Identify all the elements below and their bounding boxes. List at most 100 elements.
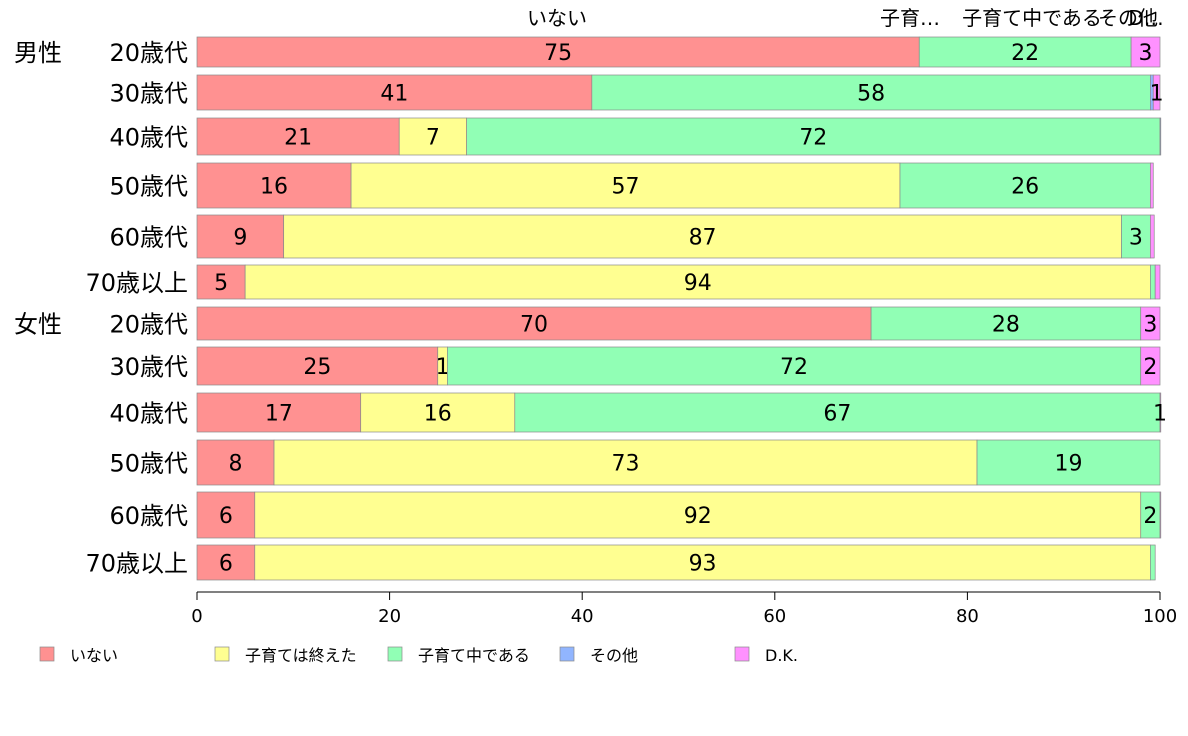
x-axis: 0 20 40 60 80 100 [191, 591, 1177, 627]
category-label: 40歳代 [109, 400, 188, 428]
bar-segment [918, 36, 1132, 68]
bar-segment [976, 439, 1161, 486]
bar-segment [196, 392, 362, 433]
data-label: 1 [436, 355, 450, 380]
category-label: 60歳代 [109, 502, 188, 530]
bar-segment [196, 36, 920, 68]
data-label: 26 [1011, 175, 1039, 200]
category-label: 70歳以上 [85, 269, 188, 297]
bar-segment [196, 544, 256, 581]
x-tick-label: 60 [763, 606, 786, 627]
bar-segment [591, 74, 1151, 111]
bar-segment [1150, 162, 1154, 209]
bar-segment [514, 392, 1161, 433]
bar-segment [899, 162, 1151, 209]
data-label: 92 [684, 504, 712, 529]
data-label: 2 [1143, 504, 1157, 529]
bar-segment [196, 439, 275, 486]
bar-segment [196, 117, 400, 156]
data-label: 22 [1011, 41, 1039, 66]
category-label: 40歳代 [109, 124, 188, 152]
data-label: 93 [689, 552, 717, 577]
category-label: 20歳代 [109, 311, 188, 339]
category-label: 30歳代 [109, 353, 188, 381]
data-label: 9 [233, 226, 247, 251]
data-label: 16 [260, 175, 288, 200]
legend-swatch [39, 646, 55, 662]
bar-segment [1140, 346, 1161, 386]
bar-segment [466, 117, 1161, 156]
bar-segment [244, 264, 1151, 300]
bar-segment [1159, 117, 1162, 156]
bar-segment [1150, 264, 1156, 300]
group-label: 男性 [14, 39, 62, 67]
category-label: 60歳代 [109, 224, 188, 252]
data-label: 70 [520, 313, 548, 338]
data-label: 72 [799, 126, 827, 151]
x-tick-label: 40 [571, 606, 594, 627]
bar-segment [196, 491, 256, 539]
bar-segment [350, 162, 901, 209]
category-labels: 20歳代 30歳代 40歳代 50歳代 60歳代 70歳以上 20歳代 30歳代 40歳代 50歳… [14, 39, 188, 578]
data-label: 5 [214, 271, 228, 296]
category-label: 70歳以上 [85, 550, 188, 578]
data-label: 67 [823, 402, 851, 427]
data-label: 6 [219, 504, 233, 529]
bar-segment [1159, 392, 1162, 433]
data-label: 41 [380, 82, 408, 107]
bar-segment [1152, 74, 1161, 111]
bar-segment [254, 544, 1151, 581]
category-label: 20歳代 [109, 39, 188, 67]
top-series-label: いない [527, 6, 587, 30]
data-label: 72 [780, 355, 808, 380]
top-series-label: 子育て中である [962, 6, 1102, 30]
data-label: 1 [1150, 82, 1164, 107]
legend-label: D.K. [765, 646, 798, 665]
legend-label: 子育て中である [418, 646, 530, 665]
bar-segment [196, 306, 872, 341]
category-label: 30歳代 [109, 80, 188, 108]
data-label: 25 [303, 355, 331, 380]
bar-segment [1121, 214, 1151, 259]
data-label: 6 [219, 552, 233, 577]
data-label: 17 [265, 402, 293, 427]
data-label: 28 [992, 313, 1020, 338]
legend-label: 子育ては終えた [245, 646, 357, 665]
x-tick-label: 20 [378, 606, 401, 627]
data-label: 7 [426, 126, 440, 151]
data-label: 16 [424, 402, 452, 427]
data-label: 8 [229, 452, 243, 477]
bar-segment [1130, 36, 1161, 68]
data-label: 1 [1153, 402, 1167, 427]
group-label: 女性 [14, 311, 62, 339]
bar-segment [196, 162, 352, 209]
x-tick-label: 100 [1143, 606, 1177, 627]
data-label: 3 [1129, 226, 1143, 251]
data-label: 2 [1143, 355, 1157, 380]
bar-segment [1159, 491, 1162, 539]
category-label: 50歳代 [109, 450, 188, 478]
data-label: 75 [544, 41, 572, 66]
data-label: 87 [689, 226, 717, 251]
bar-segment [447, 346, 1142, 386]
bar-segment [1154, 264, 1161, 300]
data-label: 21 [284, 126, 312, 151]
legend-swatch [214, 646, 230, 662]
legend-label: その他 [590, 646, 638, 665]
legend: いない 子育ては終えた 子育て中である その他 D.K. [39, 646, 798, 665]
bar-segment [196, 346, 439, 386]
data-label: 3 [1139, 41, 1153, 66]
data-label: 58 [857, 82, 885, 107]
data-label: 73 [612, 452, 640, 477]
legend-swatch [734, 646, 750, 662]
category-label: 50歳代 [109, 173, 188, 201]
bar-segment [196, 74, 593, 111]
bar-segment [1140, 306, 1161, 341]
bar-segment [196, 214, 285, 259]
legend-label: いない [70, 646, 118, 665]
top-series-label: 子育… [880, 6, 940, 30]
data-label: 19 [1055, 452, 1083, 477]
data-label: 94 [684, 271, 712, 296]
